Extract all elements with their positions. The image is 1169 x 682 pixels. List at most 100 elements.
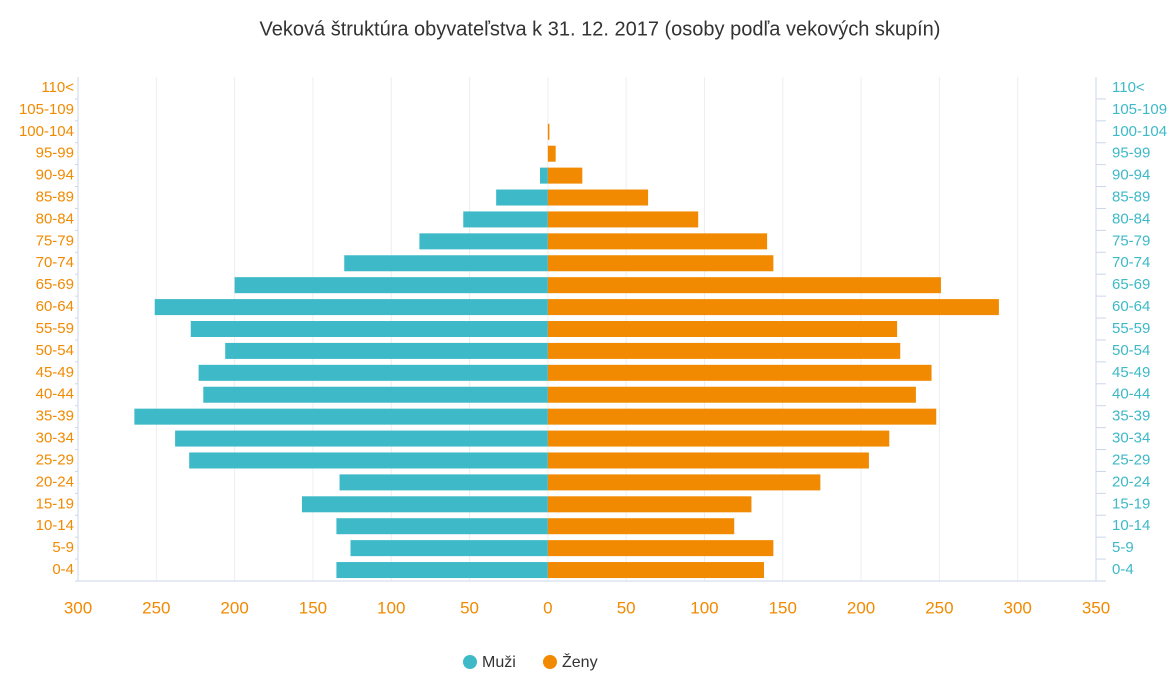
y-tick-label: 75-79 (1112, 232, 1150, 249)
bar (547, 255, 774, 272)
bar (547, 408, 937, 425)
bar (350, 540, 548, 557)
bar (419, 233, 548, 250)
y-tick-label: 50-54 (36, 342, 74, 359)
y-tick-label: 105-109 (1112, 101, 1167, 118)
bar (547, 167, 583, 184)
bar (547, 386, 916, 403)
y-tick-label: 60-64 (1112, 298, 1150, 315)
bar (547, 189, 649, 206)
bar (547, 342, 901, 359)
bar (547, 233, 768, 250)
y-tick-label: 40-44 (36, 386, 74, 403)
bar (344, 255, 548, 272)
y-tick-label: 80-84 (1112, 210, 1150, 227)
y-tick-label: 10-14 (1112, 517, 1150, 534)
y-tick-label: 35-39 (36, 408, 74, 425)
x-tick-label: 150 (769, 598, 797, 617)
y-tick-label: 95-99 (36, 145, 74, 162)
bar (547, 364, 932, 381)
legend-label: Ženy (562, 652, 598, 671)
y-tick-label: 95-99 (1112, 145, 1150, 162)
bar (225, 342, 548, 359)
x-tick-label: 200 (220, 598, 248, 617)
x-tick-label: 150 (299, 598, 327, 617)
y-tick-label: 0-4 (52, 561, 74, 578)
bar (547, 299, 999, 316)
y-tick-label: 90-94 (36, 167, 74, 184)
bar (540, 167, 548, 184)
y-tick-label: 70-74 (1112, 254, 1150, 271)
y-tick-label: 100-104 (19, 123, 74, 140)
bar (203, 386, 548, 403)
x-tick-label: 300 (64, 598, 92, 617)
y-tick-label: 5-9 (1112, 539, 1134, 556)
legend-marker (543, 655, 557, 669)
y-tick-label: 15-19 (36, 495, 74, 512)
bar (547, 562, 764, 579)
x-tick-label: 300 (1004, 598, 1032, 617)
bar (463, 211, 548, 228)
x-tick-label: 200 (847, 598, 875, 617)
y-tick-label: 20-24 (1112, 473, 1150, 490)
bar (547, 430, 890, 447)
legend-marker (463, 655, 477, 669)
y-tick-label: 105-109 (19, 101, 74, 118)
x-tick-label: 250 (925, 598, 953, 617)
y-tick-label: 85-89 (36, 188, 74, 205)
bar (547, 277, 941, 294)
bar (547, 123, 550, 140)
y-tick-label: 25-29 (36, 451, 74, 468)
bar (336, 518, 548, 535)
bar (234, 277, 548, 294)
y-tick-label: 50-54 (1112, 342, 1150, 359)
y-tick-label: 40-44 (1112, 386, 1150, 403)
y-tick-label: 110< (1112, 79, 1145, 96)
y-tick-label: 35-39 (1112, 408, 1150, 425)
y-tick-label: 55-59 (1112, 320, 1150, 337)
x-tick-label: 350 (1082, 598, 1110, 617)
bar (175, 430, 548, 447)
y-tick-label: 75-79 (36, 232, 74, 249)
y-tick-label: 85-89 (1112, 188, 1150, 205)
legend-label: Muži (482, 654, 516, 671)
x-tick-label: 250 (142, 598, 170, 617)
bar (547, 474, 821, 491)
y-tick-label: 90-94 (1112, 167, 1150, 184)
bar (301, 496, 548, 513)
y-tick-label: 65-69 (36, 276, 74, 293)
y-tick-label: 55-59 (36, 320, 74, 337)
chart-title: Veková štruktúra obyvateľstva k 31. 12. … (260, 18, 941, 40)
bar (547, 496, 752, 513)
bar (547, 540, 774, 557)
bar (339, 474, 548, 491)
bar (134, 408, 548, 425)
bar (189, 452, 548, 469)
y-tick-label: 25-29 (1112, 451, 1150, 468)
bar (547, 518, 735, 535)
bar (154, 299, 548, 316)
y-tick-label: 60-64 (36, 298, 74, 315)
y-tick-label: 65-69 (1112, 276, 1150, 293)
y-tick-label: 15-19 (1112, 495, 1150, 512)
y-tick-label: 110< (41, 79, 74, 96)
y-tick-label: 0-4 (1112, 561, 1134, 578)
y-tick-label: 30-34 (36, 430, 74, 447)
y-tick-label: 70-74 (36, 254, 74, 271)
bar (496, 189, 548, 206)
y-tick-label: 5-9 (52, 539, 74, 556)
y-tick-label: 100-104 (1112, 123, 1167, 140)
y-tick-label: 80-84 (36, 210, 74, 227)
bar (547, 145, 556, 162)
x-tick-label: 50 (460, 598, 479, 617)
y-tick-label: 30-34 (1112, 430, 1150, 447)
x-tick-label: 100 (377, 598, 405, 617)
y-tick-label: 20-24 (36, 473, 74, 490)
y-tick-label: 45-49 (36, 364, 74, 381)
y-tick-label: 10-14 (36, 517, 74, 534)
bar (547, 452, 869, 469)
bar (336, 562, 548, 579)
x-tick-label: 100 (690, 598, 718, 617)
bar (547, 321, 898, 337)
